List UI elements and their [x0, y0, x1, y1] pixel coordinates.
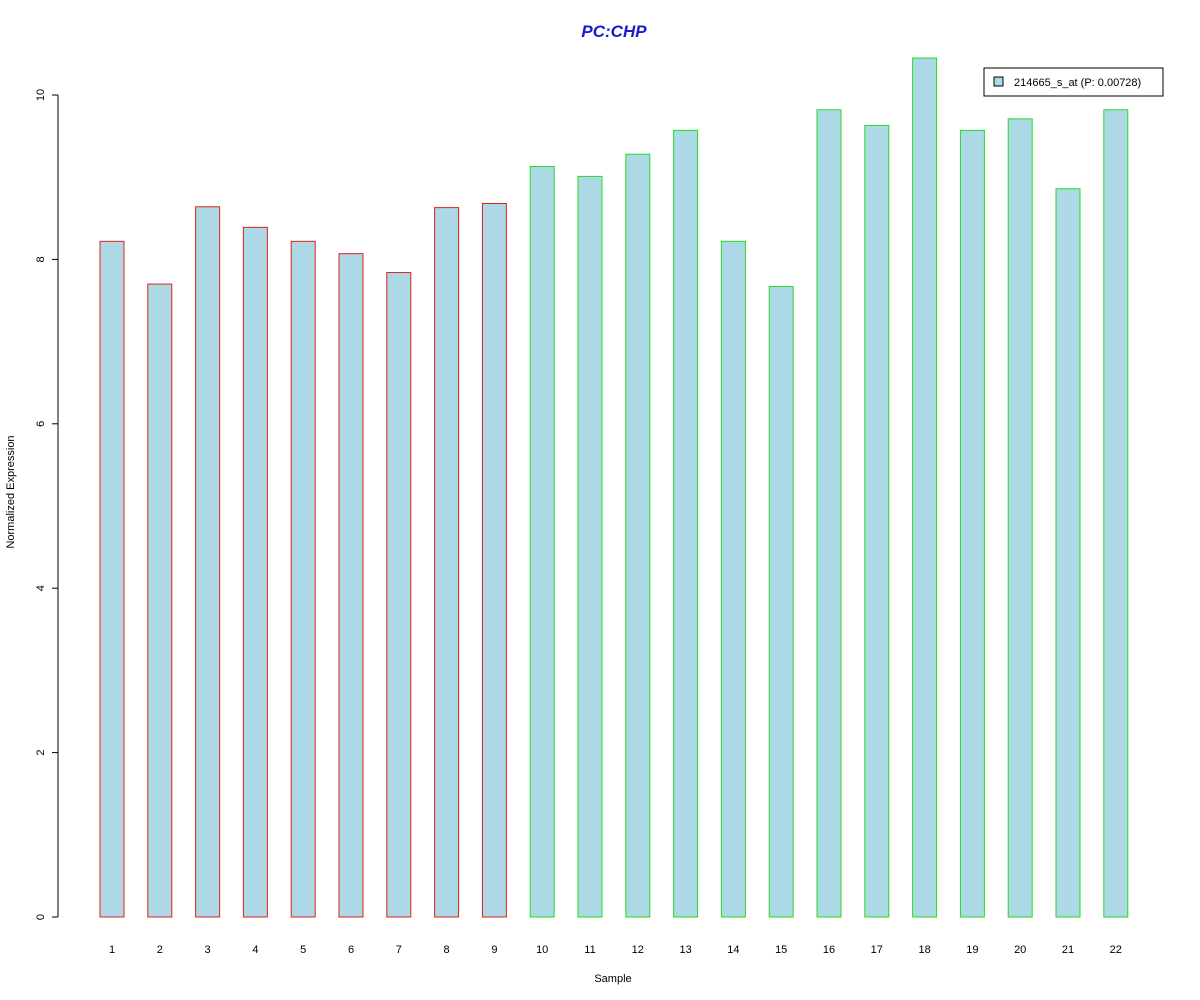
x-tick-label: 8 [444, 944, 450, 956]
bar-sample-16 [816, 109, 842, 918]
bar-sample-19 [959, 129, 985, 918]
bar-sample-3 [195, 206, 221, 918]
bar-sample-21 [1055, 188, 1081, 918]
legend-label: 214665_s_at (P: 0.00728) [1014, 77, 1141, 89]
x-tick-label: 5 [300, 944, 306, 956]
bar-sample-20 [1007, 118, 1033, 918]
x-tick-label: 12 [632, 944, 644, 956]
x-tick-label: 13 [679, 944, 691, 956]
bar-sample-14 [720, 240, 746, 918]
bars [99, 57, 1129, 918]
bar-sample-11 [577, 175, 603, 918]
x-tick-labels: 1 2 3 4 5 6 7 8 9 10 11 12 13 14 15 16 17 18 19 20 21 22 [109, 944, 1122, 956]
x-tick-label: 21 [1062, 944, 1074, 956]
x-tick-label: 19 [966, 944, 978, 956]
x-tick-label: 7 [396, 944, 402, 956]
x-axis-label: Sample [594, 973, 631, 985]
x-tick-label: 15 [775, 944, 787, 956]
y-tick-label: 8 [35, 256, 47, 262]
bar-sample-12 [625, 153, 651, 918]
x-tick-label: 2 [157, 944, 163, 956]
x-tick-label: 17 [871, 944, 883, 956]
bar-sample-8 [434, 207, 460, 918]
bar-sample-1 [99, 240, 125, 918]
x-tick-label: 20 [1014, 944, 1026, 956]
x-tick-label: 3 [205, 944, 211, 956]
y-tick-label: 2 [35, 750, 47, 756]
legend: 214665_s_at (P: 0.00728) [983, 67, 1164, 97]
bar-sample-6 [338, 253, 364, 918]
x-tick-label: 14 [727, 944, 739, 956]
bar-sample-13 [673, 129, 699, 918]
legend-swatch [993, 76, 1004, 87]
y-axis: 0 2 4 6 8 10 [35, 89, 59, 920]
bar-sample-7 [386, 272, 412, 918]
bar-sample-15 [768, 286, 794, 918]
x-tick-label: 22 [1110, 944, 1122, 956]
y-axis-label: Normalized Expression [5, 435, 17, 548]
y-tick-label: 6 [35, 421, 47, 427]
x-tick-label: 11 [584, 944, 595, 956]
y-tick-label: 0 [35, 914, 47, 920]
y-tick-label: 4 [35, 585, 47, 591]
bar-sample-9 [481, 203, 507, 918]
bar-sample-17 [864, 124, 890, 918]
bar-sample-4 [242, 226, 268, 918]
bar-sample-5 [290, 240, 316, 918]
y-tick-label: 10 [35, 89, 47, 101]
x-tick-label: 9 [491, 944, 497, 956]
bar-sample-18 [912, 57, 938, 918]
x-tick-label: 1 [109, 944, 115, 956]
bar-sample-10 [529, 166, 555, 918]
legend-box [983, 67, 1164, 97]
x-tick-label: 16 [823, 944, 835, 956]
bar-sample-22 [1103, 109, 1129, 918]
chart-title: PC:CHP [581, 22, 647, 41]
bar-sample-2 [147, 283, 173, 918]
x-tick-label: 10 [536, 944, 548, 956]
x-tick-label: 4 [252, 944, 258, 956]
x-tick-label: 6 [348, 944, 354, 956]
x-tick-label: 18 [918, 944, 930, 956]
